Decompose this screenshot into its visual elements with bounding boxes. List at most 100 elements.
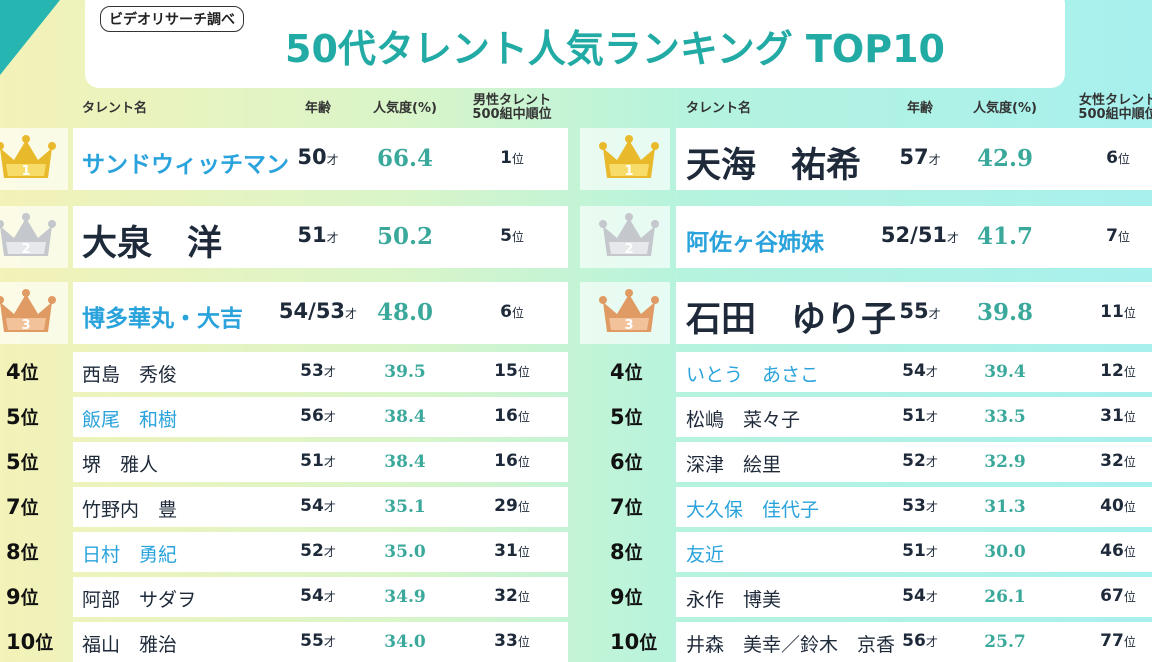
overall-value: 46: [1100, 541, 1124, 561]
rank-number: 6: [610, 450, 625, 474]
crown-rank: 1: [624, 164, 633, 179]
rank: 5位: [610, 404, 643, 430]
overall-rank: 16位: [494, 451, 530, 471]
talent-name: 大久保 佳代子: [686, 499, 820, 522]
popularity: 34.0: [384, 631, 426, 652]
age-unit: 才: [925, 589, 938, 604]
age-unit: 才: [323, 589, 336, 604]
column-header: タレント名: [686, 101, 752, 116]
age-unit: 才: [925, 364, 938, 379]
row-bg: [73, 487, 568, 527]
rank-unit: 位: [35, 633, 54, 654]
row-bg: [73, 206, 568, 268]
overall-unit: 位: [1123, 590, 1136, 604]
popularity: 41.7: [976, 223, 1034, 251]
age-value: 52: [300, 540, 324, 561]
popularity: 34.9: [384, 586, 426, 607]
rank-unit: 位: [624, 543, 643, 564]
overall-rank: 46位: [1100, 541, 1136, 561]
overall-value: 5: [500, 226, 512, 246]
overall-rank: 11位: [1100, 302, 1136, 322]
rank-unit: 位: [20, 543, 39, 564]
overall-unit: 位: [1123, 455, 1136, 469]
age: 54才: [902, 361, 938, 381]
age: 51才: [297, 223, 338, 247]
talent-name: 永作 博美: [686, 589, 782, 612]
rank-number: 4: [610, 360, 625, 384]
overall-value: 16: [494, 451, 518, 471]
row-bg: [676, 282, 1152, 344]
popularity: 39.4: [984, 361, 1026, 382]
rank-number: 7: [610, 495, 625, 519]
age: 53才: [902, 496, 938, 516]
age: 55才: [300, 631, 336, 651]
talent-name: 石田 ゆり子: [686, 300, 897, 341]
rank-unit: 位: [624, 363, 643, 384]
row-bg: [676, 352, 1152, 392]
age: 51才: [902, 541, 938, 561]
overall-value: 1: [500, 148, 512, 168]
column-header: 女性タレント 500組中順位: [1078, 93, 1152, 122]
rank-unit: 位: [624, 588, 643, 609]
rank: 10位: [6, 629, 53, 655]
age-value: 50: [297, 145, 327, 170]
talent-name: 大泉 洋: [82, 224, 223, 265]
overall-value: 33: [494, 631, 518, 651]
row-bg: [676, 206, 1152, 268]
row-bg: [676, 128, 1152, 190]
popularity: 32.9: [984, 451, 1026, 472]
overall-value: 12: [1100, 361, 1124, 381]
crown: 2: [599, 213, 659, 257]
overall-value: 11: [1100, 302, 1124, 322]
popularity: 35.1: [384, 496, 426, 517]
rank-unit: 位: [20, 498, 39, 519]
overall-unit: 位: [517, 410, 530, 424]
column-header: タレント名: [82, 101, 148, 116]
row-bg: [73, 442, 568, 482]
age-unit: 才: [323, 499, 336, 514]
overall-rank: 32位: [1100, 451, 1136, 471]
rank-number: 4: [6, 360, 21, 384]
rank-unit: 位: [624, 498, 643, 519]
age-unit: 才: [925, 634, 938, 649]
row-bg: [73, 532, 568, 572]
age-value: 56: [300, 405, 324, 426]
overall-value: 31: [1100, 406, 1124, 426]
talent-name: 松嶋 菜々子: [686, 409, 801, 432]
age-value: 53: [902, 495, 926, 516]
age-value: 54: [902, 585, 926, 606]
age-unit: 才: [947, 231, 960, 246]
age-value: 51: [902, 405, 926, 426]
age-unit: 才: [323, 544, 336, 559]
overall-rank: 15位: [494, 361, 530, 381]
row-bg: [73, 282, 568, 344]
popularity: 66.4: [376, 145, 434, 173]
crown: 3: [0, 289, 56, 333]
overall-rank: 33位: [494, 631, 530, 651]
crown: 1: [0, 135, 56, 179]
row-bg: [73, 352, 568, 392]
overall-value: 6: [500, 302, 512, 322]
rank: 10位: [610, 629, 657, 655]
rank-number: 10: [610, 630, 640, 654]
age: 51才: [902, 406, 938, 426]
popularity: 42.9: [976, 145, 1034, 173]
rank: 4位: [6, 359, 39, 385]
age-unit: 才: [928, 153, 941, 168]
overall-unit: 位: [511, 306, 524, 320]
rank: 9位: [610, 584, 643, 610]
age: 54/53才: [279, 299, 357, 323]
crown-rank: 2: [21, 242, 30, 257]
rank-unit: 位: [20, 453, 39, 474]
age-unit: 才: [323, 364, 336, 379]
crown-rank: 2: [624, 242, 633, 257]
age-value: 51: [300, 450, 324, 471]
age-value: 54: [300, 585, 324, 606]
crown-rank: 3: [624, 318, 633, 333]
age-value: 54: [300, 495, 324, 516]
rank: 5位: [6, 449, 39, 475]
overall-value: 67: [1100, 586, 1124, 606]
age-value: 56: [902, 630, 926, 651]
popularity: 33.5: [984, 406, 1026, 427]
overall-unit: 位: [1123, 500, 1136, 514]
